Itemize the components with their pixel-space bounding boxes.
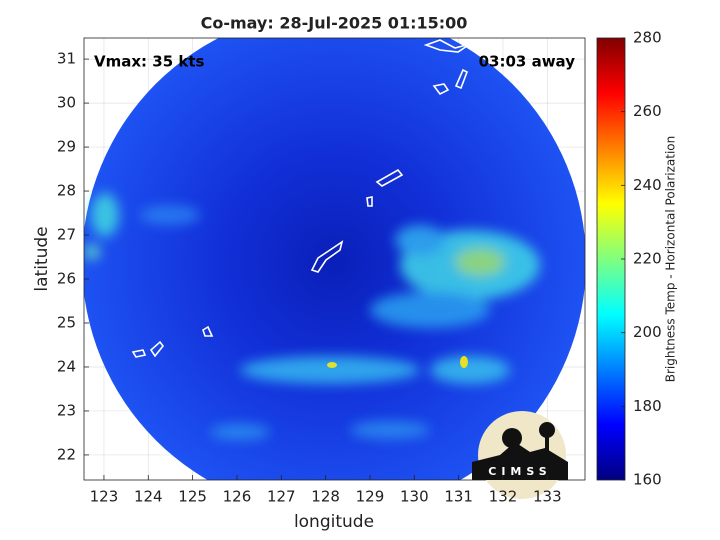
y-tick-label: 25 xyxy=(57,313,76,331)
x-tick-label: 128 xyxy=(311,488,340,506)
logo-text: CIMSS xyxy=(488,465,551,478)
y-tick-label: 24 xyxy=(57,357,76,375)
annotation: 03:03 away xyxy=(479,53,576,71)
x-tick-label: 133 xyxy=(533,488,562,506)
colorbar-label: Brightness Temp - Horizontal Polarizatio… xyxy=(664,136,678,383)
colorbar-tick-label: 220 xyxy=(633,250,662,268)
colorbar-tick-label: 180 xyxy=(633,397,662,415)
colorbar-tick-label: 160 xyxy=(633,471,662,489)
x-tick-label: 127 xyxy=(267,488,296,506)
x-tick-label: 123 xyxy=(90,488,119,506)
y-tick-label: 23 xyxy=(57,401,76,419)
colorbar-tick-label: 240 xyxy=(633,176,662,194)
annotation: Vmax: 35 kts xyxy=(94,53,204,71)
x-tick-label: 130 xyxy=(400,488,429,506)
coastlines xyxy=(131,39,471,358)
colorbar xyxy=(596,37,626,481)
x-tick-label: 131 xyxy=(444,488,473,506)
chart-title: Co-may: 28-Jul-2025 01:15:00 xyxy=(201,14,468,33)
y-tick-label: 29 xyxy=(57,138,76,156)
x-tick-label: 129 xyxy=(356,488,385,506)
x-tick-label: 132 xyxy=(489,488,518,506)
y-tick-label: 31 xyxy=(57,50,76,68)
y-tick-label: 30 xyxy=(57,94,76,112)
logo: CIMSS xyxy=(472,411,568,499)
y-tick-label: 28 xyxy=(57,182,76,200)
x-tick-label: 124 xyxy=(134,488,163,506)
plot-frame xyxy=(83,37,586,481)
y-axis-label: latitude xyxy=(32,226,52,291)
colorbar-tick-label: 260 xyxy=(633,102,662,120)
y-tick-label: 26 xyxy=(57,270,76,288)
colorbar-tick-label: 200 xyxy=(633,323,662,341)
x-tick-label: 125 xyxy=(178,488,207,506)
x-tick-label: 126 xyxy=(223,488,252,506)
colorbar-tick-label: 280 xyxy=(633,29,662,47)
y-tick-label: 27 xyxy=(57,226,76,244)
y-tick-label: 22 xyxy=(57,445,76,463)
swath-image xyxy=(84,38,585,480)
x-axis-label: longitude xyxy=(294,512,374,532)
